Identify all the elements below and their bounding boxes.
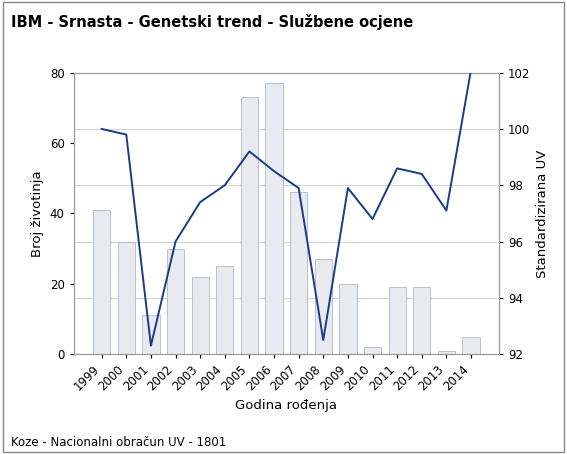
Bar bbox=[192, 276, 209, 354]
Bar bbox=[438, 350, 455, 354]
Bar bbox=[241, 97, 258, 354]
Bar bbox=[364, 347, 381, 354]
Y-axis label: Broj životinja: Broj životinja bbox=[31, 170, 44, 257]
Text: IBM - Srnasta - Genetski trend - Službene ocjene: IBM - Srnasta - Genetski trend - Služben… bbox=[11, 14, 413, 30]
Bar bbox=[118, 242, 135, 354]
Bar bbox=[216, 266, 234, 354]
Bar bbox=[290, 192, 307, 354]
Bar bbox=[167, 248, 184, 354]
Text: Koze - Nacionalni obračun UV - 1801: Koze - Nacionalni obračun UV - 1801 bbox=[11, 436, 227, 449]
Bar bbox=[339, 284, 357, 354]
Bar bbox=[142, 316, 159, 354]
Bar bbox=[315, 259, 332, 354]
Bar bbox=[93, 210, 110, 354]
Bar bbox=[413, 287, 430, 354]
Y-axis label: Standardizirana UV: Standardizirana UV bbox=[536, 149, 549, 277]
Bar bbox=[388, 287, 406, 354]
Bar bbox=[265, 83, 282, 354]
X-axis label: Godina rođenja: Godina rođenja bbox=[235, 399, 337, 412]
Bar bbox=[463, 336, 480, 354]
